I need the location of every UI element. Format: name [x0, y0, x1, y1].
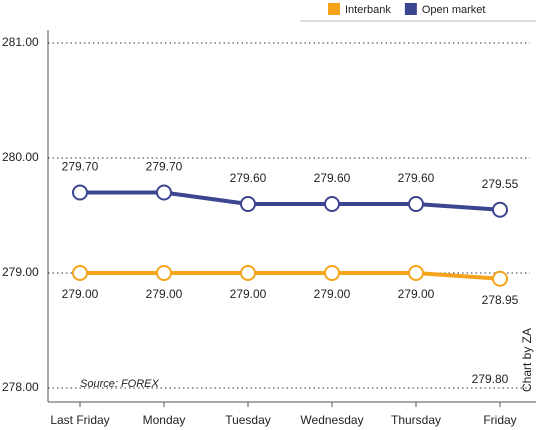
point: [492, 201, 508, 218]
point: [72, 265, 88, 281]
value-label: 279.55: [482, 177, 519, 191]
point: [156, 265, 172, 281]
y-tick-label: 281.00: [2, 35, 39, 49]
credit: Chart by ZA: [520, 328, 534, 392]
x-tick-label: Friday: [483, 413, 516, 427]
y-tick-label: 279.00: [2, 265, 39, 279]
value-label: 279.60: [230, 171, 267, 185]
value-label: 278.95: [482, 293, 519, 307]
x-tick-label: Thursday: [391, 413, 441, 427]
legend-swatch: [328, 3, 340, 15]
point: [408, 196, 424, 212]
y-tick-label: 280.00: [2, 150, 39, 164]
series-line: [80, 190, 501, 212]
legend-swatch: [404, 3, 417, 15]
point: [324, 265, 340, 281]
point: [240, 265, 256, 281]
value-label: 279.70: [146, 160, 183, 174]
value-label: 279.00: [230, 287, 267, 301]
value-label: 279.70: [62, 160, 99, 174]
legend-label: Interbank: [345, 4, 391, 16]
x-tick-label: Wednesday: [300, 413, 363, 427]
source-note: Source: FOREX: [80, 378, 160, 390]
annotation: 279.80: [472, 372, 509, 386]
point: [72, 184, 88, 201]
series-line: [80, 271, 501, 281]
x-tick-label: Tuesday: [225, 413, 271, 427]
value-label: 279.60: [398, 171, 435, 185]
point: [492, 270, 508, 287]
x-tick-label: Monday: [143, 413, 186, 427]
value-label: 279.00: [146, 287, 183, 301]
value-label: 279.00: [398, 287, 435, 301]
y-tick-label: 278.00: [2, 380, 39, 394]
point: [324, 196, 340, 212]
point: [156, 184, 172, 201]
x-tick-label: Last Friday: [50, 413, 109, 427]
point: [240, 196, 256, 212]
legend-label: Open market: [422, 4, 486, 16]
value-label: 279.60: [314, 171, 351, 185]
point: [408, 265, 424, 281]
value-label: 279.00: [62, 287, 99, 301]
value-label: 279.00: [314, 287, 351, 301]
